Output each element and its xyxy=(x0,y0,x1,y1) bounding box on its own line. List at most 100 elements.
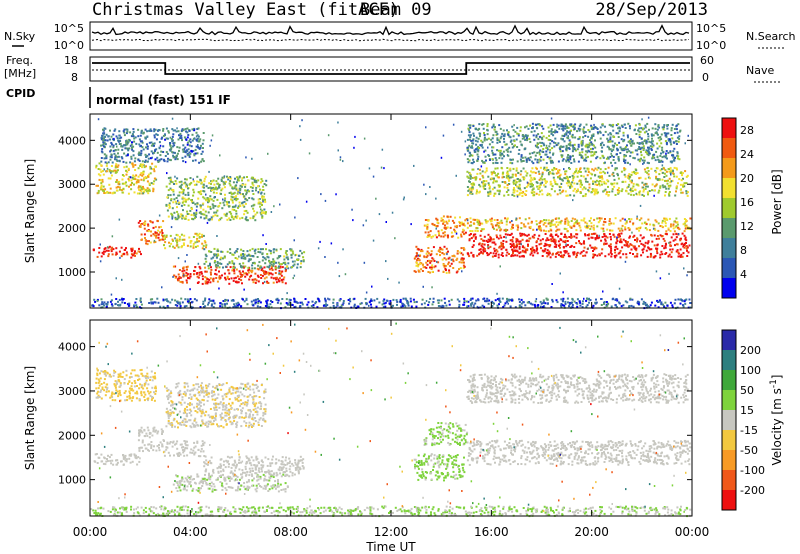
echo-cell xyxy=(261,195,264,198)
echo-cell xyxy=(570,129,572,132)
echo-cell xyxy=(535,192,538,195)
echo-cell xyxy=(501,176,504,179)
echo-cell xyxy=(246,254,249,257)
echo-cell xyxy=(326,304,329,307)
echo-cell xyxy=(104,143,107,146)
echo-cell xyxy=(564,170,567,173)
echo-cell xyxy=(169,159,172,162)
echo-cell xyxy=(569,155,572,158)
echo-cell xyxy=(483,132,485,134)
echo-cell xyxy=(629,138,632,141)
echo-cell xyxy=(607,194,610,196)
echo-cell xyxy=(243,210,246,213)
echo-cell xyxy=(548,245,551,248)
echo-cell xyxy=(537,170,540,173)
echo-cell xyxy=(527,127,530,130)
echo-cell xyxy=(594,253,596,256)
echo-cell xyxy=(207,264,210,267)
echo-cell xyxy=(207,200,210,203)
echo-cell xyxy=(572,148,575,151)
echo-cell xyxy=(665,232,668,235)
echo-cell xyxy=(603,243,605,246)
echo-cell xyxy=(98,251,101,254)
echo-cell xyxy=(544,153,547,156)
echo-cell xyxy=(240,279,243,282)
echo-cell xyxy=(233,208,236,211)
echo-cell xyxy=(244,202,247,205)
echo-cell xyxy=(243,205,246,208)
cpid-label: CPID xyxy=(6,87,35,100)
echo-cell xyxy=(666,218,669,221)
echo-cell xyxy=(161,234,163,237)
echo-cell xyxy=(263,257,266,260)
echo-cell xyxy=(590,217,592,220)
echo-cell xyxy=(223,255,226,258)
echo-cell xyxy=(283,276,286,279)
echo-cell xyxy=(432,297,435,300)
echo-cell xyxy=(176,146,179,149)
echo-cell xyxy=(519,242,522,245)
echo-cell xyxy=(538,193,541,196)
echo-cell xyxy=(382,299,385,302)
echo-cell xyxy=(247,266,250,269)
echo-cell xyxy=(564,220,567,223)
echo-cell xyxy=(469,233,472,235)
echo-cell xyxy=(615,306,618,308)
echo-cell xyxy=(236,198,239,200)
echo-cell xyxy=(521,246,524,249)
echo-cell xyxy=(562,138,564,141)
echo-cell xyxy=(544,248,547,251)
echo-cell xyxy=(527,157,530,160)
echo-cell xyxy=(621,224,624,227)
echo-cell xyxy=(600,171,603,174)
echo-cell xyxy=(481,174,484,177)
echo-cell xyxy=(608,174,611,177)
echo-cell xyxy=(602,230,605,233)
echo-cell xyxy=(472,125,475,127)
echo-cell xyxy=(631,140,634,143)
echo-cell xyxy=(144,237,146,239)
echo-cell xyxy=(544,182,547,185)
echo-cell xyxy=(678,228,681,231)
echo-cell xyxy=(100,298,103,301)
echo-cell xyxy=(192,242,195,245)
echo-cell xyxy=(109,150,112,153)
echo-cell xyxy=(611,144,614,147)
echo-cell xyxy=(570,226,573,229)
echo-cell xyxy=(200,181,203,184)
echo-cell xyxy=(603,189,606,192)
echo-cell xyxy=(575,169,578,172)
echo-cell xyxy=(117,185,119,188)
echo-cell xyxy=(147,223,150,226)
echo-cell xyxy=(611,188,614,191)
echo-cell xyxy=(512,242,515,245)
echo-cell xyxy=(235,268,238,271)
echo-cell xyxy=(456,257,459,260)
echo-cell xyxy=(259,301,262,304)
echo-cell xyxy=(548,157,551,160)
echo-cell xyxy=(673,132,676,135)
echo-cell xyxy=(154,148,157,151)
echo-cell xyxy=(167,130,170,133)
echo-cell xyxy=(573,175,576,178)
echo-cell xyxy=(506,167,509,169)
echo-cell xyxy=(559,238,562,241)
echo-cell xyxy=(532,187,535,190)
echo-cell xyxy=(562,246,565,249)
echo-cell xyxy=(170,178,172,181)
echo-cell xyxy=(608,123,611,126)
echo-cell xyxy=(611,190,614,193)
echo-cell xyxy=(576,222,579,225)
echo-cell xyxy=(601,141,604,144)
echo-cell xyxy=(484,155,487,158)
echo-cell xyxy=(549,180,552,183)
echo-cell xyxy=(240,185,243,188)
echo-cell xyxy=(606,191,608,194)
echo-cell xyxy=(213,261,216,264)
echo-cell xyxy=(166,152,169,155)
echo-cell xyxy=(182,272,185,275)
echo-cell xyxy=(191,208,193,210)
echo-cell xyxy=(685,182,688,185)
echo-cell xyxy=(451,235,454,238)
echo-cell xyxy=(535,220,538,223)
